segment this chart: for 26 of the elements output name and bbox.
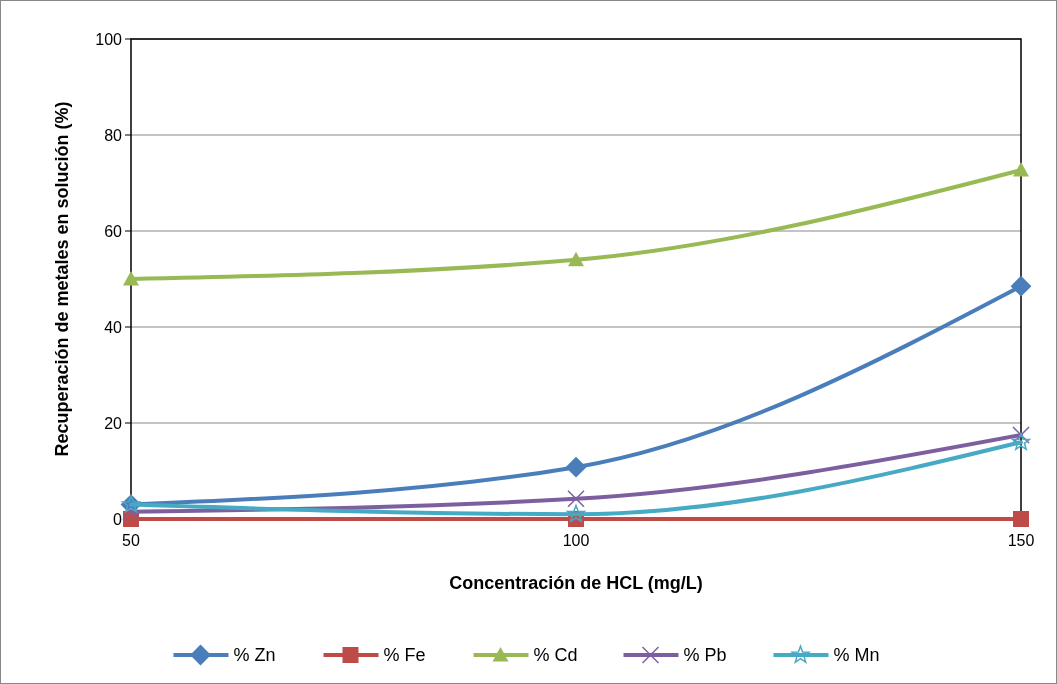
point xyxy=(567,490,585,508)
legend-label: % Cd xyxy=(533,645,578,666)
x-tick-label: 150 xyxy=(1007,532,1035,549)
point xyxy=(1013,162,1029,177)
point xyxy=(1013,511,1029,527)
point xyxy=(1011,432,1031,451)
y-axis-title: Recuperación de metales en solución (%) xyxy=(52,101,72,457)
point xyxy=(566,504,586,523)
legend-label: % Pb xyxy=(683,645,727,666)
y-tick-label: 100 xyxy=(95,30,123,48)
point xyxy=(565,456,587,478)
legend-label: % Mn xyxy=(833,645,880,666)
x-tick-label: 50 xyxy=(122,532,140,549)
y-tick-label: 20 xyxy=(104,414,123,432)
y-tick-label: 80 xyxy=(104,126,123,144)
point xyxy=(1010,275,1032,297)
point xyxy=(568,251,584,267)
y-tick-label: 60 xyxy=(104,222,123,240)
legend-label: % Fe xyxy=(383,645,426,666)
x-axis-title: Concentración de HCL (mg/L) xyxy=(449,573,703,593)
y-tick-label: 40 xyxy=(104,318,123,336)
y-tick-label: 0 xyxy=(113,510,123,528)
x-tick-label: 100 xyxy=(562,532,590,549)
point xyxy=(122,503,140,521)
legend-label: % Zn xyxy=(233,645,276,666)
point xyxy=(123,271,139,286)
